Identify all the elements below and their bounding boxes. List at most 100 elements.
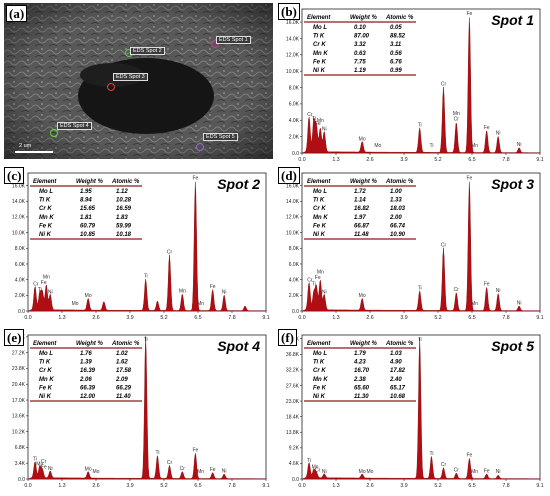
table-cell: 1.12 [116,189,128,195]
x-tick-label: 3.9 [126,483,133,489]
element-annotation: Mn [317,270,324,276]
table-header: Atomic % [385,179,414,185]
table-cell: 3.32 [354,42,366,48]
element-annotation: Mn [197,301,204,307]
x-tick-label: 0.0 [298,483,305,489]
y-tick-label: 17.0K [12,398,26,404]
table-header: Weight % [350,341,378,347]
x-tick-label: 6.5 [468,157,475,163]
chart-panel-e: 0.0 1.3 2.6 3.9 5.2 6.5 7.8 9.1 0.0 3.4K 6.8K 10.2K… [4,329,272,491]
y-tick-label: 0.0 [292,151,299,157]
spot1-marker [211,40,219,48]
table-cell: Ti K [313,34,325,40]
panel-label-c: (c) [4,167,25,184]
x-tick-label: 6.5 [468,315,475,321]
y-tick-label: 36.8K [286,352,300,358]
element-annotation: Mo [72,301,79,307]
y-tick-label: 16.0K [12,183,26,189]
table-cell: 1.14 [354,198,366,204]
table-cell: Mn K [313,215,328,221]
table-cell: Ti K [313,198,325,204]
table-cell: 1.79 [354,351,366,357]
scale-bar-label: 2 um [19,143,32,149]
element-annotation: Ni [322,289,327,295]
table-header: Element [307,15,331,21]
element-annotation: Ti [418,337,422,343]
element-annotation: Fe [210,467,216,473]
y-tick-label: 4.0K [15,277,26,283]
y-tick-label: 3.4K [15,461,26,467]
plot-frame [27,172,267,312]
y-tick-label: 4.0K [289,118,300,124]
element-annotation: Cr [167,460,173,466]
y-tick-label: 12.0K [286,215,300,221]
x-tick-label: 7.8 [502,315,509,321]
element-annotation: Ni [496,131,501,137]
spectrum-area [27,336,267,480]
element-annotation: Fe [466,11,472,17]
x-tick-label: 5.2 [160,483,167,489]
element-annotation: Mo [85,293,92,299]
y-tick-label: 4.6K [289,461,300,467]
table-cell: 1.81 [80,215,92,221]
x-tick-label: 2.6 [92,483,99,489]
table-cell: 10.85 [80,232,96,238]
element-annotation: Cr [41,459,47,465]
y-tick-label: 10.0K [12,230,26,236]
panel-label-f: (f) [278,329,297,346]
element-annotation: Fe [41,280,47,286]
element-annotation: Ni [222,468,227,474]
x-tick-label: 1.3 [332,157,339,163]
element-annotation: Ni [496,288,501,294]
element-annotation: Mn [179,289,186,295]
table-cell: 1.03 [390,351,402,357]
spot5-label: EDS Spot 5 [203,133,238,141]
chart-title: Spot 2 [217,176,260,192]
table-cell: 8.94 [80,198,92,204]
element-annotation: Ti [144,337,148,343]
element-annotation: Ni [48,466,53,472]
table-cell: 10.18 [116,232,132,238]
table-cell: 12.00 [80,394,96,400]
table-cell: Mo L [313,25,327,31]
element-annotation: Fe [192,176,198,182]
table-header: Weight % [350,15,378,21]
panel-label-a: (a) [6,5,28,22]
x-tick-label: 7.8 [502,157,509,163]
y-tick-label: 9.2K [289,446,300,452]
y-tick-label: 12.0K [286,53,300,59]
y-tick-label: 8.0K [289,85,300,91]
y-tick-label: 32.2K [286,368,300,374]
table-cell: Cr K [313,206,326,212]
spot5-marker [196,143,204,151]
x-tick-label: 7.8 [502,483,509,489]
x-tick-label: 3.9 [400,315,407,321]
element-annotation: Ni [48,289,53,295]
element-annotation: Ni [322,469,327,475]
table-cell: 2.38 [353,377,366,383]
element-annotation: Mn [36,461,43,467]
table-cell: 1.33 [390,198,402,204]
table-cell: Fe K [313,385,327,391]
sem-texture [4,3,273,159]
table-cell: 66.29 [116,385,132,391]
table-cell: 1.00 [390,189,402,195]
table-cell: Ni K [39,232,52,238]
chart-panel-b: 0.0 1.3 2.6 3.9 5.2 6.5 7.8 9.1 0.0 2.0K 4.0K 6.0K 8… [278,3,546,165]
x-tick-label: 3.9 [126,315,133,321]
table-cell: 11.30 [354,394,369,400]
element-annotation: Ti [418,285,422,291]
y-tick-label: 2.0K [15,293,26,299]
element-annotation: Ti [33,457,37,463]
element-annotation: Ni [496,469,501,475]
y-tick-label: 8.0K [289,246,300,252]
table-cell: 17.58 [116,368,132,374]
x-tick-label: 6.5 [194,315,201,321]
table-cell: Mn K [313,51,328,57]
y-tick-label: 16.0K [286,20,300,26]
y-tick-label: 13.8K [286,430,300,436]
element-annotation: Cr [454,468,460,474]
x-tick-label: 0.0 [24,315,31,321]
element-annotation: Mn [471,469,478,475]
x-tick-label: 5.2 [160,315,167,321]
